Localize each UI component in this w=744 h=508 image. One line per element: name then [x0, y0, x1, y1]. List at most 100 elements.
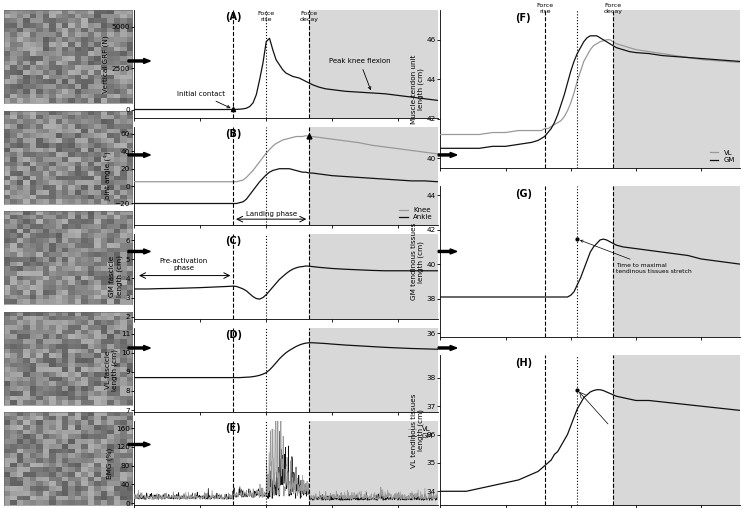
GM	[307, 496, 315, 502]
Knee	[262, 150, 271, 156]
Knee	[129, 179, 138, 185]
GM	[554, 112, 562, 118]
VL	[537, 128, 546, 134]
Legend: VL, GM: VL, GM	[709, 148, 737, 165]
GM	[315, 495, 324, 501]
Text: Force
rise: Force rise	[257, 11, 275, 22]
Knee	[242, 174, 251, 180]
Text: (B): (B)	[225, 129, 242, 139]
GM	[586, 33, 594, 39]
GM	[540, 134, 549, 140]
GM	[602, 39, 611, 45]
Text: Peak knee flexion: Peak knee flexion	[329, 58, 391, 89]
Y-axis label: EMG (%): EMG (%)	[107, 448, 113, 479]
Ankle	[235, 200, 244, 206]
Knee	[394, 146, 403, 152]
VL	[670, 52, 679, 58]
Knee	[288, 134, 297, 140]
GM	[644, 50, 653, 56]
Knee	[381, 144, 390, 150]
Knee	[321, 135, 330, 141]
VL	[592, 41, 601, 47]
VL	[612, 41, 620, 47]
Ankle	[315, 171, 324, 177]
VL	[566, 100, 575, 106]
GM	[625, 49, 634, 55]
VL	[599, 38, 608, 44]
Knee	[308, 134, 317, 140]
VL	[632, 47, 641, 53]
GM	[684, 54, 693, 60]
Ankle	[304, 170, 313, 176]
VL	[554, 119, 562, 125]
GM	[514, 141, 523, 147]
Ankle	[248, 187, 257, 194]
Knee	[341, 138, 350, 144]
Ankle	[292, 168, 301, 174]
Knee	[170, 179, 179, 185]
Line: Ankle: Ankle	[134, 169, 438, 204]
VL	[583, 52, 591, 58]
Knee	[328, 136, 337, 142]
VL	[324, 496, 333, 502]
VL	[488, 130, 497, 136]
Ankle	[278, 166, 287, 172]
Ankle	[275, 166, 284, 172]
GM	[501, 143, 510, 149]
GM	[658, 52, 667, 58]
VL	[527, 128, 536, 134]
Ankle	[258, 175, 267, 181]
Knee	[239, 177, 248, 183]
Ankle	[232, 201, 241, 207]
GM	[361, 496, 370, 502]
Text: (D): (D)	[225, 330, 243, 339]
Ankle	[239, 199, 248, 205]
Ankle	[381, 176, 390, 182]
Knee	[248, 168, 257, 174]
Knee	[265, 146, 274, 152]
VL	[586, 47, 594, 53]
VL	[684, 54, 693, 60]
VL	[149, 492, 158, 498]
Ankle	[420, 178, 429, 184]
Bar	[309, 234, 464, 319]
Ankle	[246, 192, 254, 198]
GM	[434, 492, 443, 498]
Text: (F): (F)	[516, 13, 531, 23]
VL	[573, 78, 582, 84]
Text: (G): (G)	[516, 189, 532, 200]
GM	[533, 137, 542, 143]
Knee	[258, 154, 267, 161]
GM	[550, 119, 559, 125]
Y-axis label: Joint angle (°): Joint angle (°)	[105, 151, 112, 201]
Legend: VL, GM: VL, GM	[406, 425, 434, 441]
Ankle	[143, 201, 152, 207]
Ankle	[272, 167, 280, 173]
Ankle	[308, 170, 317, 176]
Bar	[613, 10, 744, 168]
GM	[129, 495, 138, 501]
VL	[449, 132, 458, 138]
VL	[307, 495, 315, 501]
Text: Initial contact: Initial contact	[177, 91, 230, 108]
Ankle	[285, 166, 294, 172]
VL	[514, 128, 523, 134]
Ankle	[228, 201, 237, 207]
VL	[710, 57, 719, 64]
Knee	[182, 179, 191, 185]
GM	[318, 497, 327, 503]
Knee	[255, 158, 264, 165]
Knee	[235, 178, 244, 184]
GM	[670, 53, 679, 59]
Knee	[281, 136, 290, 142]
Knee	[232, 179, 241, 185]
VL	[602, 37, 611, 43]
Text: Pre-activation
phase: Pre-activation phase	[159, 259, 208, 271]
VL	[580, 58, 589, 65]
GM	[488, 143, 497, 149]
VL	[736, 59, 744, 66]
Text: (E): (E)	[225, 423, 241, 433]
Ankle	[328, 173, 337, 179]
GM	[527, 139, 536, 145]
Knee	[354, 140, 363, 146]
